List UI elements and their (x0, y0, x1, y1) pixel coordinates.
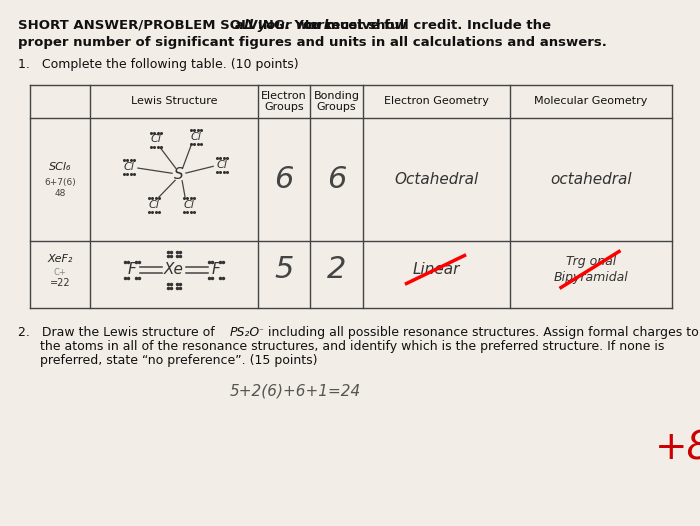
Text: 2: 2 (327, 255, 346, 284)
Text: 6: 6 (327, 165, 346, 194)
Text: 48: 48 (55, 189, 66, 198)
Text: +8: +8 (655, 430, 700, 468)
Text: preferred, state “no preference”. (15 points): preferred, state “no preference”. (15 po… (40, 354, 318, 367)
Text: to receive full credit. Include the: to receive full credit. Include the (300, 19, 551, 32)
Text: proper number of significant figures and units in all calculations and answers.: proper number of significant figures and… (18, 36, 607, 49)
Text: F: F (127, 262, 136, 277)
Text: SHORT ANSWER/PROBLEM SOLVING. You must show: SHORT ANSWER/PROBLEM SOLVING. You must s… (18, 19, 412, 32)
Text: all your work: all your work (235, 19, 333, 32)
Text: 5+2(6)+6+1=24: 5+2(6)+6+1=24 (230, 384, 361, 399)
Text: the atoms in all of the resonance structures, and identify which is the preferre: the atoms in all of the resonance struct… (40, 340, 664, 353)
Text: Cl: Cl (148, 199, 160, 209)
Text: Cl: Cl (190, 132, 202, 141)
Text: Electron Geometry: Electron Geometry (384, 96, 489, 106)
Text: Bonding
Groups: Bonding Groups (314, 90, 360, 112)
Text: 6+7(6): 6+7(6) (44, 178, 76, 187)
Text: Cl: Cl (216, 159, 228, 169)
Text: 6: 6 (274, 165, 294, 194)
Text: Lewis Structure: Lewis Structure (131, 96, 217, 106)
Text: including all possible resonance structures. Assign formal charges to all: including all possible resonance structu… (264, 326, 700, 339)
Text: Xe: Xe (164, 262, 184, 277)
Text: Cl: Cl (150, 135, 162, 145)
Text: C+: C+ (54, 268, 66, 277)
Text: Trg onal: Trg onal (566, 255, 616, 268)
Text: Molecular Geometry: Molecular Geometry (534, 96, 648, 106)
Text: Linear: Linear (413, 262, 460, 277)
Text: Cl: Cl (124, 161, 134, 171)
Text: 5: 5 (274, 255, 294, 284)
Text: =22: =22 (50, 278, 70, 288)
Text: Cl: Cl (183, 199, 195, 209)
Text: SCl₆: SCl₆ (49, 163, 71, 173)
Text: Bipyramidal: Bipyramidal (554, 271, 629, 284)
Text: PS₂O: PS₂O (230, 326, 260, 339)
Text: Electron
Groups: Electron Groups (261, 90, 307, 112)
Text: octahedral: octahedral (550, 172, 632, 187)
Text: 1.   Complete the following table. (10 points): 1. Complete the following table. (10 poi… (18, 58, 299, 71)
Text: S: S (174, 167, 184, 182)
Text: ⁻: ⁻ (258, 327, 262, 336)
Text: XeF₂: XeF₂ (48, 255, 73, 265)
Text: F: F (211, 262, 220, 277)
Text: Octahedral: Octahedral (394, 172, 479, 187)
Text: 2.   Draw the Lewis structure of: 2. Draw the Lewis structure of (18, 326, 218, 339)
